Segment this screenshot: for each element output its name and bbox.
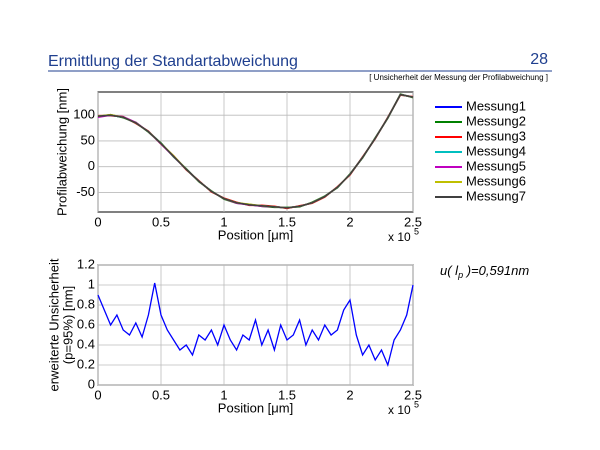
y-tick-label: 0.6 (77, 316, 95, 331)
subtitle: [ Unsicherheit der Messung der Profilabw… (369, 73, 548, 82)
annotation-part: u( l (440, 263, 459, 278)
x-tick-label: 1 (220, 214, 227, 229)
y-tick-label: 1.2 (77, 256, 95, 271)
x-tick-label: 1.5 (278, 214, 296, 229)
x-tick-label: 2 (346, 214, 353, 229)
y-tick-label: 0.4 (77, 336, 95, 351)
y-tick-label: 0.2 (77, 356, 95, 371)
page-number: 28 (530, 51, 548, 68)
x-tick-label: 0.5 (152, 387, 170, 402)
x-tick-label: 1.5 (278, 387, 296, 402)
x-exponent: 5 (414, 226, 419, 236)
legend-label: Messung5 (466, 158, 526, 173)
legend-label: Messung6 (466, 173, 526, 188)
legend-label: Messung1 (466, 98, 526, 113)
y-axis-label: Profilabweichung [nm] (54, 88, 69, 216)
y-axis-label: erweiterte Unsicherheit (46, 258, 61, 391)
x-axis-label: Position [μm] (218, 227, 293, 242)
y-tick-label: 1 (88, 276, 95, 291)
annotation-part: p (457, 270, 463, 280)
y-tick-label: 0 (88, 376, 95, 391)
x-multiplier: x 10 (388, 403, 411, 417)
plot-area (97, 91, 414, 213)
x-tick-label: 2 (346, 387, 353, 402)
x-multiplier: x 10 (388, 230, 411, 244)
y-tick-label: 0 (88, 158, 95, 173)
legend-label: Messung3 (466, 128, 526, 143)
x-axis-label: Position [μm] (218, 400, 293, 415)
x-tick-label: 0.5 (152, 214, 170, 229)
y-tick-label: 0.8 (77, 296, 95, 311)
x-tick-label: 0 (94, 387, 101, 402)
x-tick-label: 2.5 (404, 387, 422, 402)
x-tick-label: 0 (94, 214, 101, 229)
x-tick-label: 1 (220, 387, 227, 402)
x-tick-label: 2.5 (404, 214, 422, 229)
x-exponent: 5 (414, 399, 419, 409)
y-tick-label: 100 (73, 107, 95, 122)
slide-title: Ermittlung der Standartabweichung (48, 53, 298, 70)
y-tick-label: 50 (81, 132, 95, 147)
legend-label: Messung4 (466, 143, 526, 158)
data-line (97, 93, 414, 209)
legend-label: Messung7 (466, 188, 526, 203)
y-tick-label: -50 (76, 184, 95, 199)
data-line (97, 282, 414, 368)
y-axis-label: (p=95%) [nm] (60, 286, 75, 364)
legend-label: Messung2 (466, 113, 526, 128)
annotation: u( lp )=0,591nm (440, 263, 529, 280)
annotation-part: )=0,591nm (463, 263, 529, 278)
